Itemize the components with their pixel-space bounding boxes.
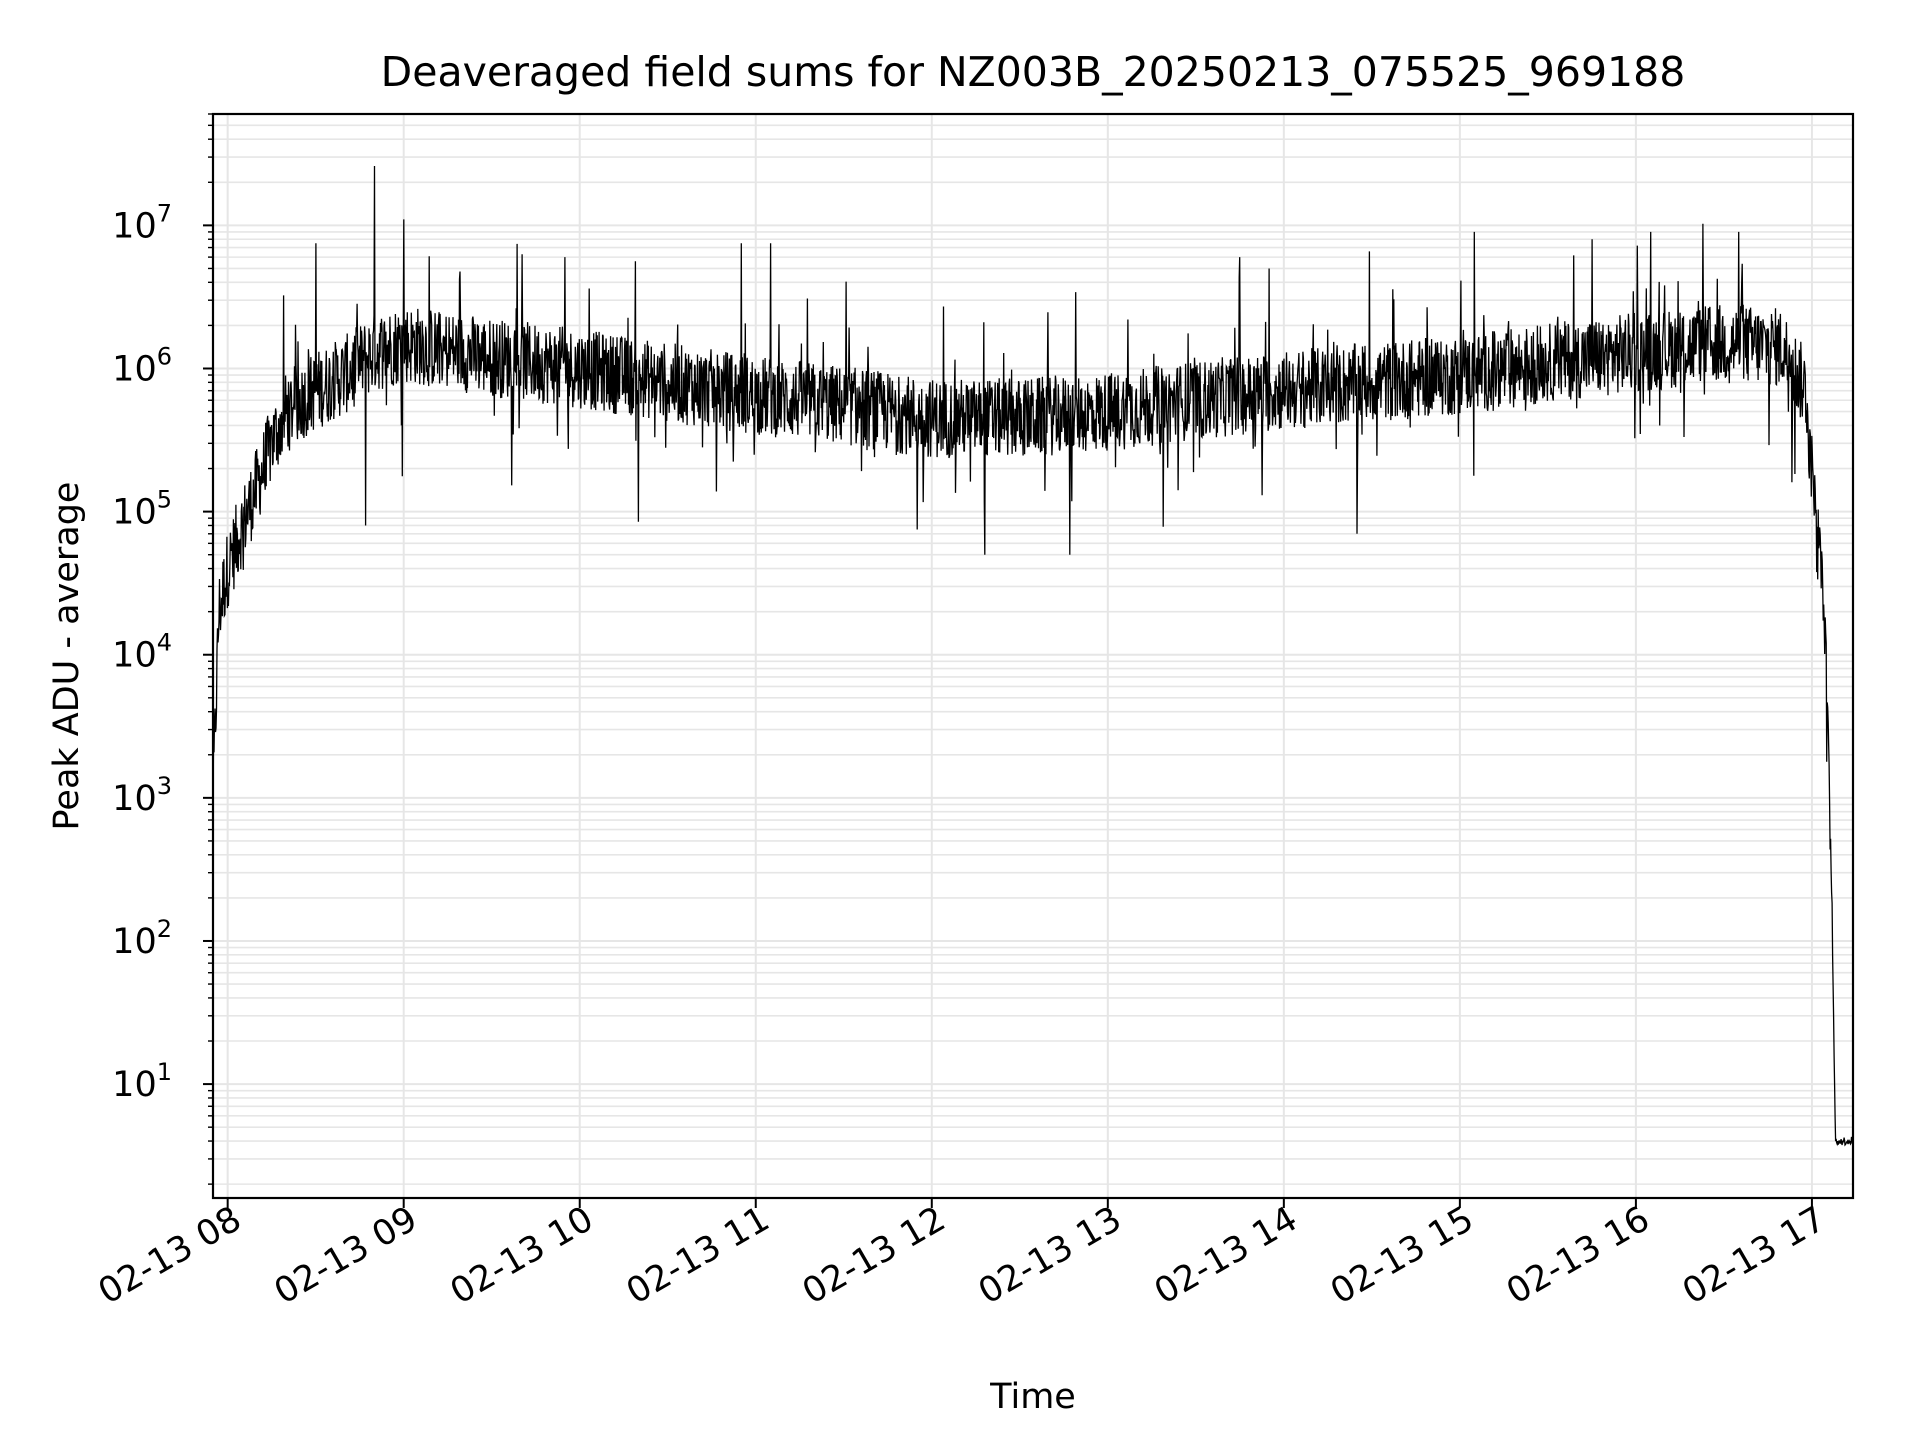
y-tick-label: 101 <box>112 1058 172 1105</box>
series-line <box>212 165 1854 1147</box>
y-axis: 101 102 103 104 105 106 107 <box>112 113 213 1185</box>
x-tick-label: 02-13 10 <box>444 1199 600 1312</box>
x-tick-label: 02-13 16 <box>1500 1199 1656 1312</box>
x-tick-label: 02-13 14 <box>1148 1199 1304 1312</box>
x-tick-label: 02-13 08 <box>92 1199 248 1312</box>
y-axis-label: Peak ADU - average <box>47 482 87 831</box>
x-tick-label: 02-13 11 <box>620 1199 776 1312</box>
grid <box>213 113 1853 1198</box>
y-tick-label: 102 <box>112 915 172 962</box>
plot-frame <box>211 112 1855 1200</box>
x-axis: 02-13 08 02-13 09 02-13 10 02-13 11 02-13 12… <box>92 1198 1832 1312</box>
y-tick-label: 106 <box>112 342 172 389</box>
data-series <box>212 165 1854 1147</box>
x-tick-label: 02-13 09 <box>268 1199 424 1312</box>
x-tick-label: 02-13 17 <box>1676 1199 1832 1312</box>
chart-title: Deaveraged field sums for NZ003B_2025021… <box>381 48 1686 96</box>
y-tick-label: 103 <box>112 772 172 819</box>
x-tick-label: 02-13 13 <box>972 1199 1128 1312</box>
x-axis-label: Time <box>989 1377 1076 1417</box>
x-tick-label: 02-13 15 <box>1324 1199 1480 1312</box>
y-tick-label: 105 <box>112 486 172 533</box>
x-tick-label: 02-13 12 <box>796 1199 952 1312</box>
y-tick-label: 104 <box>112 629 172 676</box>
y-tick-label: 107 <box>112 199 172 246</box>
